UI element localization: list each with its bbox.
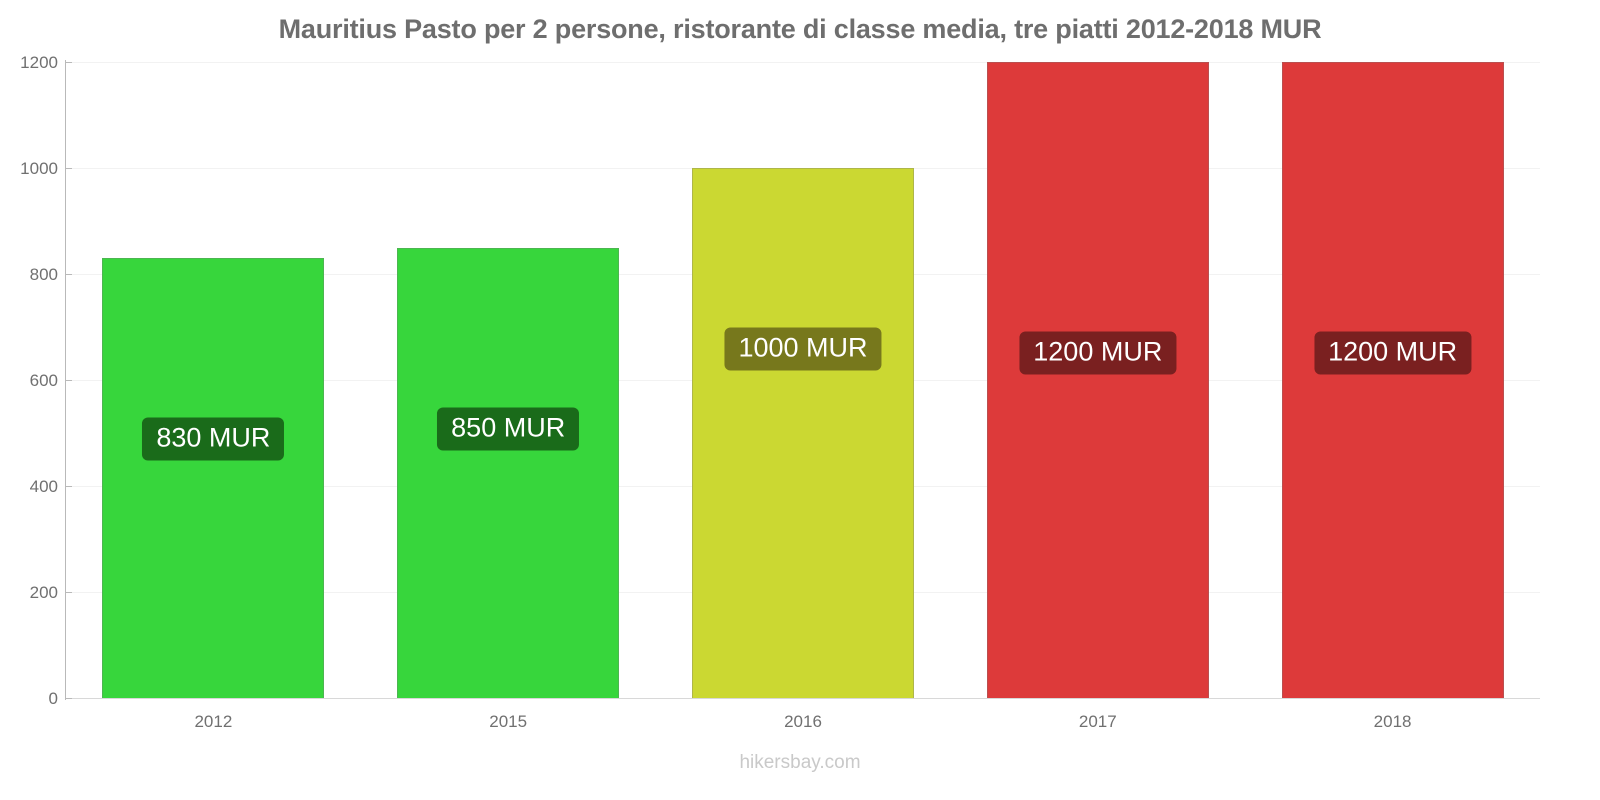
bar-value-label-2017: 1200 MUR xyxy=(1019,331,1177,375)
y-tick-label: 1200 xyxy=(20,53,58,72)
y-axis-line xyxy=(65,60,66,700)
x-tick-label-2015: 2015 xyxy=(489,712,528,731)
bar-value-label-2015: 850 MUR xyxy=(437,407,580,450)
source-credit: hikersbay.com xyxy=(739,752,861,773)
gridline xyxy=(66,62,1540,63)
y-tick-mark xyxy=(66,592,72,593)
bar-2012[interactable] xyxy=(102,258,324,698)
x-tick-label-2016: 2016 xyxy=(784,712,822,731)
y-tick-mark xyxy=(66,62,72,63)
y-tick-mark xyxy=(66,698,72,699)
x-tick-label-2018: 2018 xyxy=(1373,712,1412,731)
bar-value-label-2016: 1000 MUR xyxy=(724,327,882,371)
x-axis-line xyxy=(66,698,1540,699)
bar-value-label-2012: 830 MUR xyxy=(142,417,285,461)
y-tick-mark xyxy=(66,274,72,275)
bar-2015[interactable] xyxy=(397,247,619,698)
y-tick-label: 600 xyxy=(29,371,58,390)
y-tick-label: 800 xyxy=(29,265,58,284)
bar-2016[interactable] xyxy=(692,168,914,698)
y-tick-mark xyxy=(66,168,72,169)
y-tick-mark xyxy=(66,486,72,487)
bar-value-label-2018: 1200 MUR xyxy=(1314,331,1472,375)
y-tick-label: 400 xyxy=(29,477,58,496)
y-tick-mark xyxy=(66,380,72,381)
y-tick-label: 200 xyxy=(29,583,58,602)
chart-title: Mauritius Pasto per 2 persone, ristorant… xyxy=(278,14,1322,44)
y-tick-label: 1000 xyxy=(20,159,58,178)
bar-2017[interactable] xyxy=(987,62,1209,698)
y-tick-label: 0 xyxy=(48,689,58,708)
bar-2018[interactable] xyxy=(1282,62,1504,698)
x-tick-label-2017: 2017 xyxy=(1078,712,1117,731)
x-tick-label-2012: 2012 xyxy=(194,712,233,731)
